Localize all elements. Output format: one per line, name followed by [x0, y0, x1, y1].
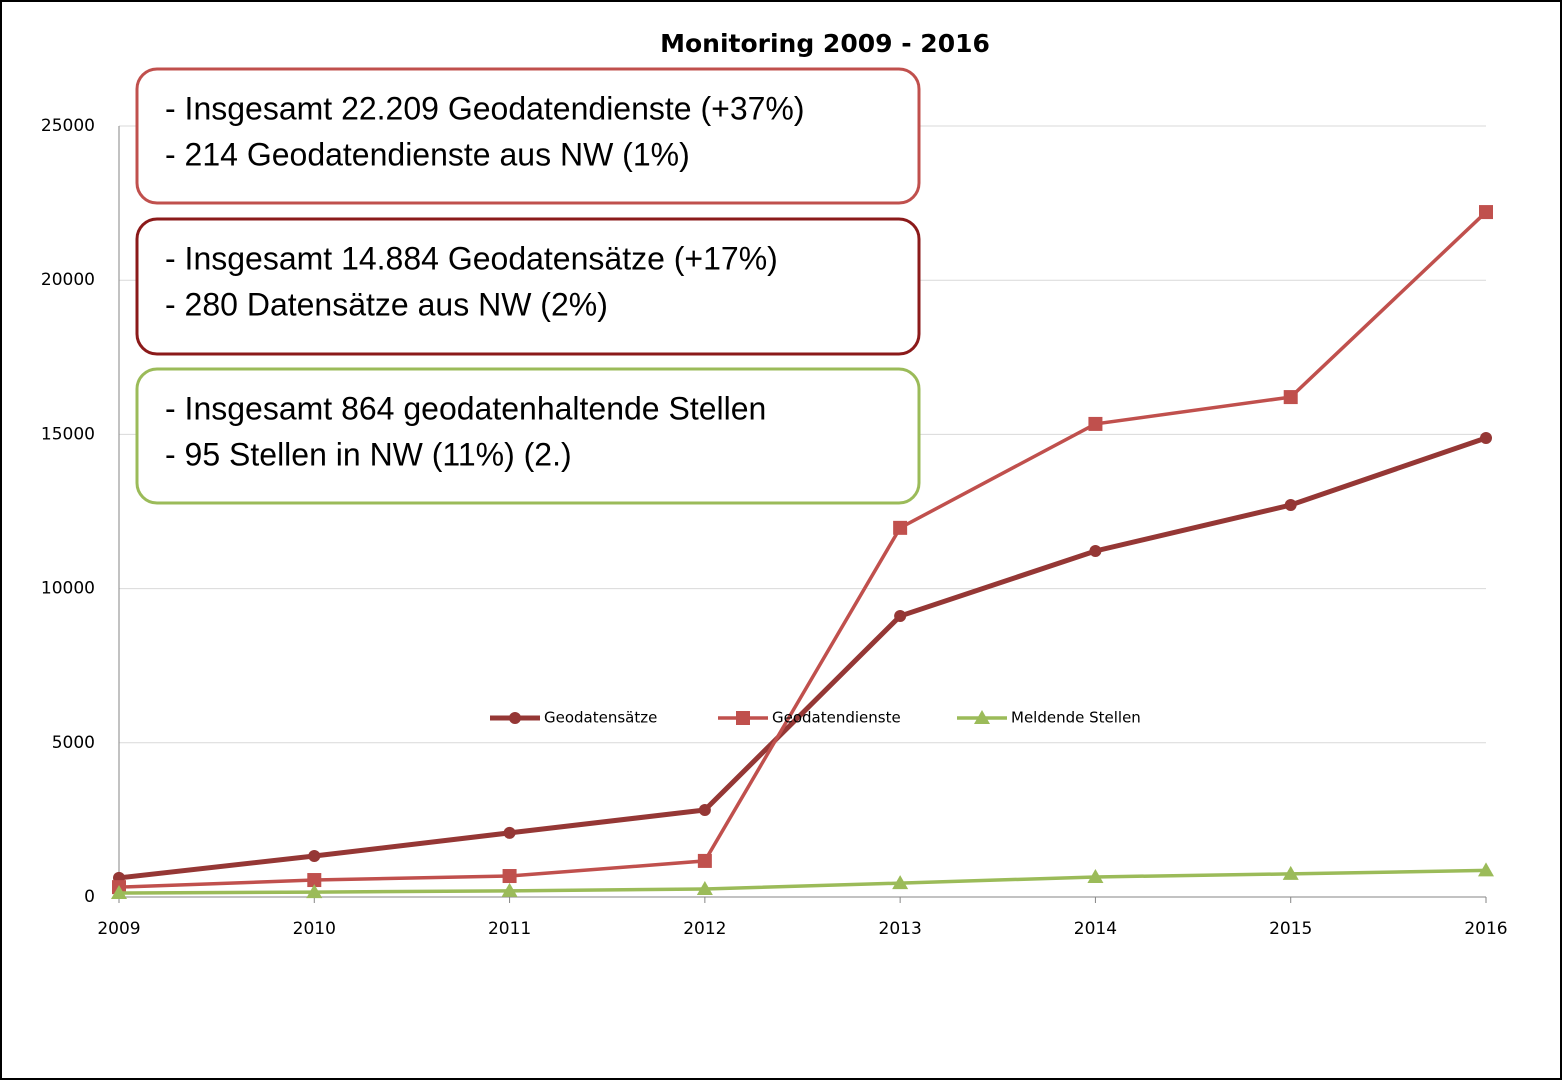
- point: [892, 875, 909, 890]
- legend-label: Geodatensätze: [544, 709, 657, 727]
- point: [502, 869, 517, 884]
- legend-label: Geodatendienste: [772, 709, 901, 727]
- point: [697, 853, 712, 868]
- point: [1478, 862, 1494, 877]
- point: [894, 610, 907, 623]
- point: [1282, 865, 1299, 880]
- point: [308, 849, 321, 862]
- point: [1087, 868, 1104, 883]
- legend-item: Geodatensätze: [490, 709, 657, 727]
- point: [698, 804, 711, 817]
- point: [1479, 205, 1493, 220]
- legend-item: Geodatendienste: [718, 709, 901, 727]
- point: [1284, 499, 1297, 512]
- series-line: [118, 435, 1487, 881]
- legend-label: Meldende Stellen: [1011, 709, 1141, 727]
- point: [1089, 544, 1102, 557]
- x-tick-label: 2015: [1269, 919, 1312, 939]
- x-tick-label: 2009: [97, 919, 140, 939]
- series-line: [118, 210, 1488, 889]
- annotation-box: [135, 67, 921, 205]
- x-tick-label: 2014: [1074, 919, 1117, 939]
- x-tick-label: 2011: [488, 919, 531, 939]
- annotation-text: - Insgesamt 864 geodatenhaltende Stellen: [165, 390, 766, 426]
- y-tick-label: 0: [84, 887, 95, 907]
- point: [307, 873, 322, 888]
- point: [501, 882, 518, 897]
- y-tick-label: 15000: [41, 424, 95, 444]
- point: [503, 826, 516, 839]
- point: [736, 711, 750, 725]
- y-tick-label: 25000: [41, 116, 95, 136]
- y-tick-label: 20000: [41, 270, 95, 290]
- series-line: [118, 868, 1487, 895]
- annotation-text: - 214 Geodatendienste aus NW (1%): [165, 136, 690, 172]
- annotation-box: [135, 367, 921, 505]
- point: [1283, 390, 1298, 405]
- annotation-text: - 95 Stellen in NW (11%) (2.): [165, 436, 572, 472]
- x-tick-label: 2013: [879, 919, 922, 939]
- annotation-box: [135, 217, 921, 356]
- point: [893, 520, 908, 535]
- point: [974, 710, 990, 724]
- x-tick-label: 2012: [683, 919, 726, 939]
- point: [111, 884, 127, 899]
- annotation-text: - 280 Datensätze aus NW (2%): [165, 286, 608, 322]
- x-tick-label: 2016: [1464, 919, 1507, 939]
- point: [1088, 416, 1103, 431]
- point: [696, 880, 713, 895]
- y-tick-label: 5000: [52, 733, 95, 753]
- point: [306, 884, 323, 899]
- point: [509, 712, 521, 724]
- y-tick-label: 10000: [41, 579, 95, 599]
- x-tick-label: 2010: [293, 919, 336, 939]
- annotation-text: - Insgesamt 14.884 Geodatensätze (+17%): [165, 240, 778, 276]
- point: [1480, 431, 1492, 444]
- legend-item: Meldende Stellen: [957, 709, 1141, 727]
- annotation-text: - Insgesamt 22.209 Geodatendienste (+37%…: [165, 90, 805, 126]
- chart-title: Monitoring 2009 - 2016: [660, 29, 990, 58]
